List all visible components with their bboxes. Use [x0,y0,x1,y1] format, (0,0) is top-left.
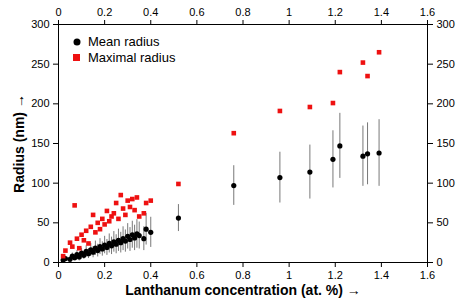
svg-text:0.6: 0.6 [189,6,204,18]
svg-text:50: 50 [437,216,449,228]
svg-text:300: 300 [31,18,49,30]
svg-text:250: 250 [31,58,49,70]
svg-text:1.2: 1.2 [328,269,343,281]
svg-text:0.8: 0.8 [235,6,250,18]
svg-text:0: 0 [437,256,443,268]
svg-text:300: 300 [437,18,455,30]
svg-text:1.6: 1.6 [420,6,435,18]
svg-text:Radius (nm) →: Radius (nm) → [11,94,27,193]
svg-text:150: 150 [437,137,455,149]
svg-text:100: 100 [31,177,49,189]
svg-text:0.2: 0.2 [97,6,112,18]
svg-text:1.4: 1.4 [374,269,389,281]
html-text:Mean radius: Mean radius [88,34,160,49]
svg-text:100: 100 [437,177,455,189]
svg-text:1: 1 [286,269,292,281]
svg-text:0: 0 [55,269,61,281]
svg-text:1.4: 1.4 [374,6,389,18]
svg-text:1.2: 1.2 [328,6,343,18]
svg-text:250: 250 [437,58,455,70]
svg-text:0: 0 [43,256,49,268]
svg-text:1.6: 1.6 [420,269,435,281]
svg-text:0.4: 0.4 [143,6,158,18]
svg-text:0.2: 0.2 [97,269,112,281]
svg-text:Lanthanum concentration (at. %: Lanthanum concentration (at. %) → [125,282,361,298]
svg-text:200: 200 [31,97,49,109]
svg-text:0.8: 0.8 [235,269,250,281]
svg-text:150: 150 [31,137,49,149]
svg-text:0.6: 0.6 [189,269,204,281]
svg-text:1: 1 [286,6,292,18]
svg-text:50: 50 [37,216,49,228]
svg-text:200: 200 [437,97,455,109]
svg-text:0: 0 [55,6,61,18]
html-text:Maximal radius: Maximal radius [88,50,176,65]
svg-text:0.4: 0.4 [143,269,158,281]
